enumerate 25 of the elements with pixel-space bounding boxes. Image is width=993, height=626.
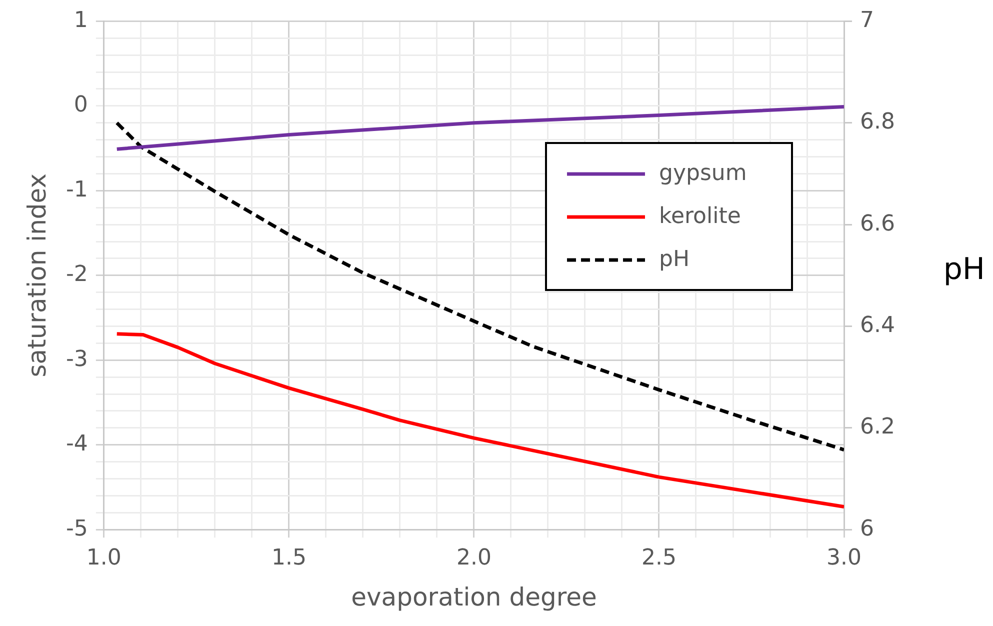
- y2-tick-label: 6.8: [860, 110, 896, 135]
- line-series: [115, 121, 844, 452]
- y-tick-label: -5: [66, 516, 88, 542]
- x-tick-label: 1.0: [86, 546, 122, 571]
- y2-tick-label: 6.4: [860, 312, 896, 338]
- y2-tick-label: 6.2: [860, 414, 896, 440]
- y2-tick-label: 6.6: [860, 211, 896, 236]
- x-axis-title: evaporation degree: [351, 582, 597, 612]
- y-tick-label: -2: [66, 262, 88, 288]
- y-tick-label: -4: [66, 432, 88, 457]
- x-tick-label: 1.5: [271, 546, 306, 571]
- y2-tick-label: 7: [860, 8, 874, 33]
- legend-label: gypsum: [659, 161, 748, 186]
- y2-axis-title: pH: [943, 252, 985, 287]
- legend-label: pH: [659, 247, 691, 272]
- y-tick-label: -1: [66, 177, 88, 202]
- y-axis-title: saturation index: [22, 173, 52, 378]
- y2-tick-label: 6: [860, 516, 874, 542]
- x-tick-label: 2.0: [456, 546, 492, 571]
- y-tick-label: -3: [66, 346, 88, 372]
- x-tick-label: 3.0: [826, 546, 862, 571]
- y-tick-label: 1: [74, 8, 88, 33]
- legend-label: kerolite: [659, 204, 742, 229]
- x-tick-label: 2.5: [641, 546, 676, 571]
- y-tick-label: 0: [74, 92, 88, 118]
